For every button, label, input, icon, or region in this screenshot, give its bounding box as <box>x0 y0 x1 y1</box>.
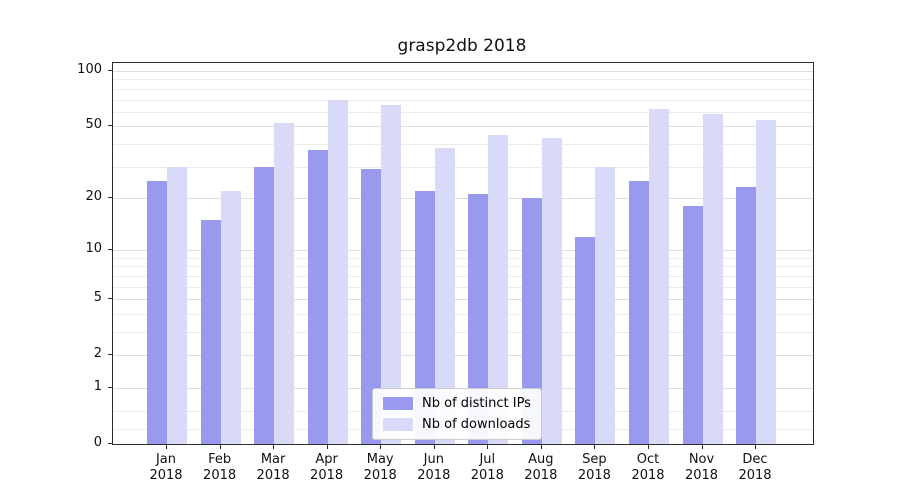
x-tick-label: Aug 2018 <box>524 452 558 483</box>
major-gridline <box>113 71 813 72</box>
minor-gridline <box>113 313 813 315</box>
y-tick-mark <box>108 70 113 71</box>
x-tick-label: Dec 2018 <box>738 452 772 483</box>
minor-gridline <box>113 286 813 288</box>
legend-item-downloads: Nb of downloads <box>383 417 531 432</box>
major-gridline <box>113 197 813 199</box>
y-tick-label: 20 <box>85 188 102 204</box>
legend-label-ips: Nb of distinct IPs <box>422 396 531 411</box>
x-tick-label: Oct 2018 <box>631 452 665 483</box>
minor-gridline <box>113 79 813 81</box>
minor-gridline <box>113 143 813 145</box>
minor-gridline <box>113 111 813 113</box>
x-tick-label: May 2018 <box>363 452 397 483</box>
x-tick-mark <box>540 444 542 449</box>
bar-distinct-ips <box>521 197 542 444</box>
major-gridline <box>113 250 813 252</box>
x-tick-mark <box>326 444 328 449</box>
x-tick-mark <box>487 444 489 449</box>
chart-title: grasp2db 2018 <box>397 36 527 56</box>
x-tick-label: Feb 2018 <box>203 452 237 483</box>
bar-distinct-ips <box>629 180 649 444</box>
major-gridline <box>113 355 813 357</box>
minor-gridline <box>113 332 813 333</box>
y-tick-label: 0 <box>93 435 102 450</box>
bar-downloads <box>220 190 241 444</box>
legend-item-distinct-ips: Nb of distinct IPs <box>383 396 531 411</box>
major-gridline <box>113 299 813 301</box>
minor-gridline <box>113 275 813 277</box>
plot-area: Nb of distinct IPs Nb of downloads <box>112 62 814 445</box>
bar-downloads <box>274 123 295 444</box>
x-tick-label: Jan 2018 <box>149 452 183 483</box>
x-tick-mark <box>273 444 275 449</box>
bar-downloads <box>488 134 509 444</box>
bar-downloads <box>756 120 776 444</box>
x-tick-label: Jul 2018 <box>470 452 504 483</box>
y-tick-mark <box>108 196 113 198</box>
y-tick-label: 100 <box>77 62 102 77</box>
x-tick-mark <box>433 444 435 449</box>
bar-distinct-ips <box>200 219 221 444</box>
x-tick-mark <box>701 444 703 449</box>
bar-distinct-ips <box>147 180 167 444</box>
x-tick-label: Apr 2018 <box>310 452 344 483</box>
x-tick-label: Nov 2018 <box>684 452 719 483</box>
y-tick-label: 50 <box>85 117 102 133</box>
y-tick-label: 1 <box>93 379 102 394</box>
bar-distinct-ips <box>468 194 489 444</box>
bar-downloads <box>595 166 616 444</box>
bar-downloads <box>381 105 402 444</box>
bar-distinct-ips <box>361 169 382 444</box>
x-tick-mark <box>594 444 596 449</box>
legend-label-downloads: Nb of downloads <box>422 417 531 432</box>
x-tick-mark <box>166 444 167 449</box>
x-tick-mark <box>219 444 221 449</box>
bar-downloads <box>702 114 723 444</box>
x-tick-label: Jun 2018 <box>417 452 451 483</box>
bar-downloads <box>434 147 455 444</box>
y-tick-mark <box>108 125 113 127</box>
y-tick-label: 5 <box>93 290 102 306</box>
y-tick-mark <box>108 298 113 300</box>
minor-gridline <box>113 257 813 259</box>
legend-swatch-downloads <box>383 418 413 431</box>
bar-distinct-ips <box>575 236 596 444</box>
y-tick-mark <box>108 354 113 356</box>
x-tick-label: Mar 2018 <box>256 452 290 483</box>
minor-gridline <box>113 266 813 268</box>
legend: Nb of distinct IPs Nb of downloads <box>372 388 542 440</box>
bar-distinct-ips <box>414 190 435 444</box>
x-tick-mark <box>380 444 382 449</box>
minor-gridline <box>113 99 813 101</box>
x-tick-mark <box>755 444 756 449</box>
bar-distinct-ips <box>307 150 328 444</box>
bar-distinct-ips <box>254 166 275 444</box>
legend-swatch-ips <box>383 397 413 410</box>
bar-downloads <box>327 99 348 444</box>
y-tick-mark <box>108 249 113 251</box>
minor-gridline <box>113 166 813 168</box>
bar-distinct-ips <box>682 206 703 444</box>
y-tick-mark <box>108 387 113 388</box>
y-tick-label: 2 <box>93 346 102 362</box>
bar-distinct-ips <box>736 187 756 444</box>
bar-downloads <box>649 109 669 444</box>
x-tick-mark <box>648 444 649 449</box>
major-gridline <box>113 126 813 128</box>
minor-gridline <box>113 88 813 90</box>
x-tick-label: Sep 2018 <box>577 452 611 483</box>
bar-downloads <box>541 138 562 444</box>
y-tick-label: 10 <box>85 241 102 257</box>
bar-downloads <box>167 166 187 444</box>
y-tick-mark <box>108 443 113 444</box>
